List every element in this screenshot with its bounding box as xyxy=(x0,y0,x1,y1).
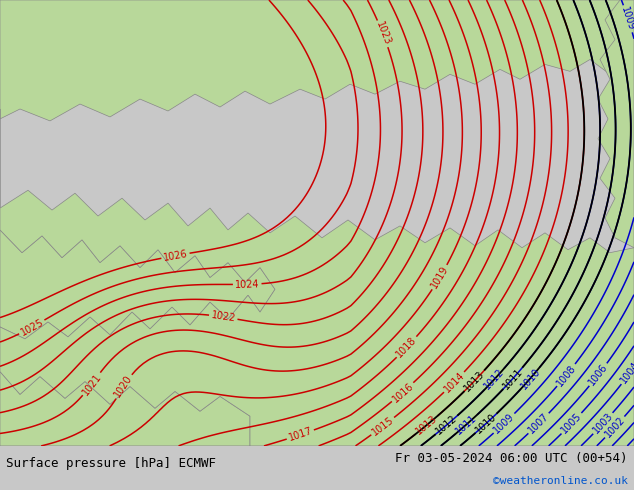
Text: 1015: 1015 xyxy=(370,415,396,438)
Text: 1004: 1004 xyxy=(619,360,634,386)
Text: 1019: 1019 xyxy=(429,264,450,291)
Text: 1012: 1012 xyxy=(434,413,459,437)
Text: 1017: 1017 xyxy=(287,426,314,443)
Text: 1011: 1011 xyxy=(454,413,479,436)
Text: 1007: 1007 xyxy=(526,411,551,436)
Text: Surface pressure [hPa] ECMWF: Surface pressure [hPa] ECMWF xyxy=(6,457,216,469)
Polygon shape xyxy=(0,109,275,446)
Text: 1011: 1011 xyxy=(501,366,525,391)
Text: 1016: 1016 xyxy=(390,380,415,404)
Polygon shape xyxy=(0,0,634,121)
Text: 1003: 1003 xyxy=(591,411,615,436)
Text: 1009: 1009 xyxy=(619,5,634,32)
Text: 1010: 1010 xyxy=(474,412,498,436)
Text: ©weatheronline.co.uk: ©weatheronline.co.uk xyxy=(493,476,628,486)
Text: 1018: 1018 xyxy=(394,335,419,360)
Text: 1021: 1021 xyxy=(81,371,103,397)
Text: 1025: 1025 xyxy=(18,317,45,338)
Text: 1026: 1026 xyxy=(162,248,188,263)
Polygon shape xyxy=(598,0,634,248)
Text: Fr 03-05-2024 06:00 UTC (00+54): Fr 03-05-2024 06:00 UTC (00+54) xyxy=(395,452,628,465)
Text: 1010: 1010 xyxy=(519,366,542,391)
Text: 1022: 1022 xyxy=(210,310,236,324)
Text: 1009: 1009 xyxy=(492,412,517,436)
Text: 1013: 1013 xyxy=(462,368,486,393)
Text: 1023: 1023 xyxy=(374,21,392,47)
Text: 1013: 1013 xyxy=(414,414,439,437)
Text: 1012: 1012 xyxy=(482,367,507,392)
Text: 1020: 1020 xyxy=(113,373,134,399)
Text: 1024: 1024 xyxy=(235,279,260,290)
Polygon shape xyxy=(0,190,634,446)
Text: 1008: 1008 xyxy=(555,363,578,388)
Text: 1006: 1006 xyxy=(586,362,610,388)
Text: 1005: 1005 xyxy=(559,411,584,436)
Text: 1002: 1002 xyxy=(603,415,627,440)
Text: 1014: 1014 xyxy=(442,370,467,394)
